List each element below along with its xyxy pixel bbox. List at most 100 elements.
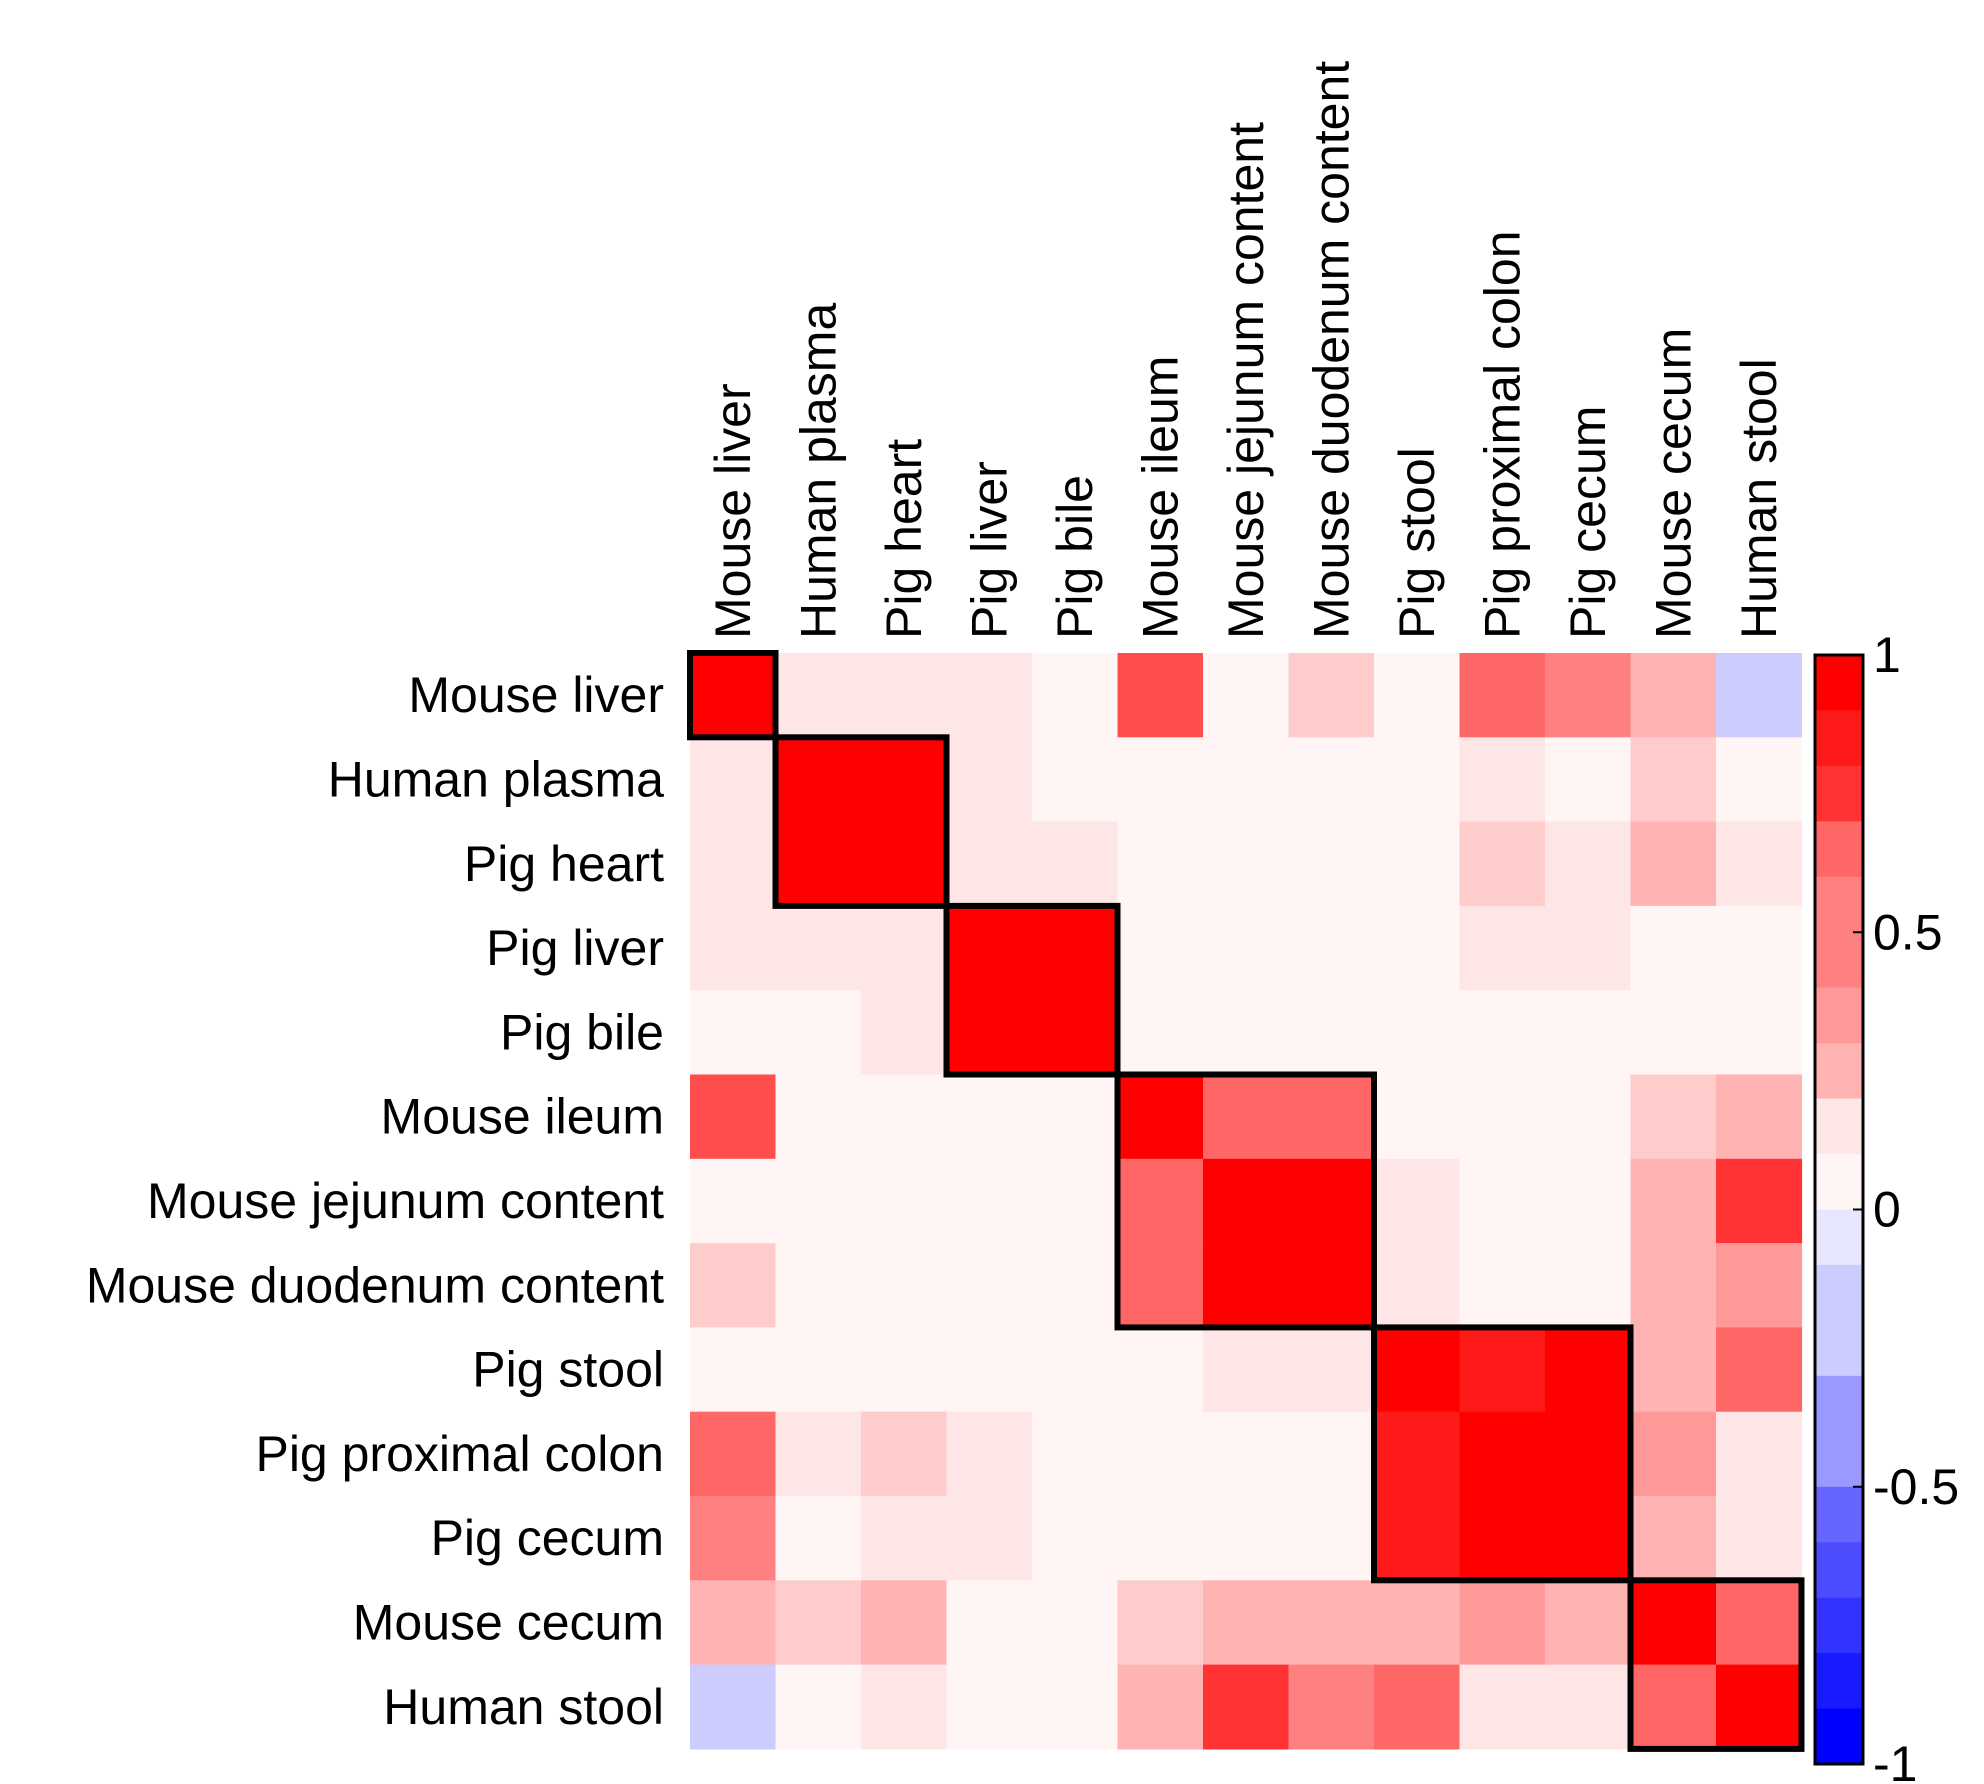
heatmap-cell-7-2 [861, 1243, 948, 1328]
heatmap-cell-10-12 [1716, 1496, 1803, 1581]
cluster-outline-5 [1627, 1577, 1805, 1752]
heatmap-cell-12-4 [1032, 1664, 1119, 1750]
colorbar-segment-11 [1815, 1264, 1863, 1321]
heatmap-cell-2-10 [1545, 821, 1632, 907]
heatmap-cell-10-9 [1459, 1496, 1546, 1581]
heatmap-cell-5-12 [1716, 1074, 1803, 1160]
heatmap-cell-6-12 [1716, 1158, 1803, 1244]
heatmap-cell-2-8 [1374, 821, 1461, 907]
heatmap-cell-10-1 [775, 1496, 862, 1581]
cluster-outlines [687, 650, 1805, 1752]
heatmap-cell-4-1 [775, 990, 862, 1076]
heatmap-cell-12-9 [1459, 1664, 1546, 1750]
heatmap-cell-0-0 [690, 653, 777, 738]
column-label-11: Mouse cecum [1645, 328, 1701, 639]
heatmap-cell-4-0 [690, 990, 777, 1076]
heatmap-cell-0-7 [1288, 653, 1375, 738]
heatmap-cell-12-12 [1716, 1664, 1803, 1750]
heatmap-cell-4-3 [946, 990, 1033, 1076]
row-label-1: Human plasma [328, 751, 664, 807]
heatmap-cell-5-10 [1545, 1074, 1632, 1160]
column-label-4: Pig bile [1047, 475, 1103, 639]
heatmap-cell-5-0 [690, 1074, 777, 1160]
heatmap-cell-2-9 [1459, 821, 1546, 907]
heatmap-cell-0-12 [1716, 653, 1803, 738]
heatmap-cell-10-0 [690, 1496, 777, 1581]
heatmap-cell-11-2 [861, 1580, 948, 1666]
colorbar: 1 0.5 0 -0.5 -1 [1813, 627, 1959, 1784]
heatmap-cell-12-0 [690, 1664, 777, 1750]
colorbar-segment-6 [1815, 987, 1863, 1044]
heatmap-cell-7-3 [946, 1243, 1033, 1328]
heatmap-cell-12-6 [1203, 1664, 1290, 1750]
heatmap-cell-9-0 [690, 1411, 777, 1497]
colorbar-segment-10 [1815, 1209, 1863, 1266]
heatmap-cell-1-7 [1288, 737, 1375, 823]
heatmap-cell-6-9 [1459, 1158, 1546, 1244]
heatmap-cell-8-5 [1117, 1327, 1204, 1413]
heatmap-cell-3-5 [1117, 905, 1204, 991]
column-labels: Mouse liver Human plasma Pig heart Pig live… [705, 61, 1787, 639]
heatmap-cell-11-5 [1117, 1580, 1204, 1666]
heatmap-cell-1-8 [1374, 737, 1461, 823]
heatmap-cell-1-9 [1459, 737, 1546, 823]
heatmap-cell-12-5 [1117, 1664, 1204, 1750]
cluster-outline-0 [687, 650, 779, 741]
heatmap-cell-9-2 [861, 1411, 948, 1497]
colorbar-segment-17 [1815, 1597, 1863, 1654]
heatmap-cell-6-10 [1545, 1158, 1632, 1244]
heatmap-cell-7-6 [1203, 1243, 1290, 1328]
heatmap-cell-7-4 [1032, 1243, 1119, 1328]
heatmap-cell-0-4 [1032, 653, 1119, 738]
heatmap-cell-6-5 [1117, 1158, 1204, 1244]
heatmap-cell-11-1 [775, 1580, 862, 1666]
heatmap-cell-11-0 [690, 1580, 777, 1666]
heatmap-cell-2-7 [1288, 821, 1375, 907]
heatmap-cell-9-6 [1203, 1411, 1290, 1497]
heatmap-cell-8-11 [1630, 1327, 1717, 1413]
heatmap-cell-6-11 [1630, 1158, 1717, 1244]
heatmap-cell-8-4 [1032, 1327, 1119, 1413]
row-label-2: Pig heart [464, 836, 664, 892]
colorbar-segment-15 [1815, 1486, 1863, 1543]
heatmap-cell-7-1 [775, 1243, 862, 1328]
heatmap-cell-0-6 [1203, 653, 1290, 738]
heatmap-cell-7-12 [1716, 1243, 1803, 1328]
heatmap-cell-5-6 [1203, 1074, 1290, 1160]
column-label-7: Mouse duodenum content [1303, 61, 1359, 639]
row-label-5: Mouse ileum [381, 1089, 664, 1145]
heatmap-cell-5-9 [1459, 1074, 1546, 1160]
row-label-6: Mouse jejunum content [147, 1173, 664, 1229]
heatmap-cell-12-8 [1374, 1664, 1461, 1750]
heatmap-cell-4-10 [1545, 990, 1632, 1076]
colorbar-segment-8 [1815, 1098, 1863, 1155]
heatmap-cell-2-1 [775, 821, 862, 907]
heatmap-cell-12-11 [1630, 1664, 1717, 1750]
row-label-0: Mouse liver [408, 667, 664, 723]
heatmap-cell-7-7 [1288, 1243, 1375, 1328]
heatmap-cell-9-1 [775, 1411, 862, 1497]
heatmap-cell-3-11 [1630, 905, 1717, 991]
colorbar-segment-0 [1815, 655, 1863, 711]
row-label-10: Pig cecum [431, 1510, 664, 1566]
colorbar-segment-3 [1815, 821, 1863, 878]
heatmap-cell-0-2 [861, 653, 948, 738]
heatmap-cell-12-2 [861, 1664, 948, 1750]
heatmap-cell-7-11 [1630, 1243, 1717, 1328]
heatmap-cell-3-0 [690, 905, 777, 991]
heatmap-cell-5-8 [1374, 1074, 1461, 1160]
heatmap-cell-1-6 [1203, 737, 1290, 823]
heatmap-cell-11-12 [1716, 1580, 1803, 1666]
heatmap-cell-6-0 [690, 1158, 777, 1244]
heatmap-cell-7-9 [1459, 1243, 1546, 1328]
heatmap-cell-10-3 [946, 1496, 1033, 1581]
heatmap-cell-2-2 [861, 821, 948, 907]
heatmap-cell-11-10 [1545, 1580, 1632, 1666]
heatmap-cell-10-10 [1545, 1496, 1632, 1581]
colorbar-segment-16 [1815, 1542, 1863, 1599]
heatmap-cell-8-3 [946, 1327, 1033, 1413]
heatmap-cell-8-2 [861, 1327, 948, 1413]
colorbar-segment-19 [1815, 1708, 1863, 1765]
heatmap-cell-11-7 [1288, 1580, 1375, 1666]
column-label-6: Mouse jejunum content [1218, 122, 1274, 639]
